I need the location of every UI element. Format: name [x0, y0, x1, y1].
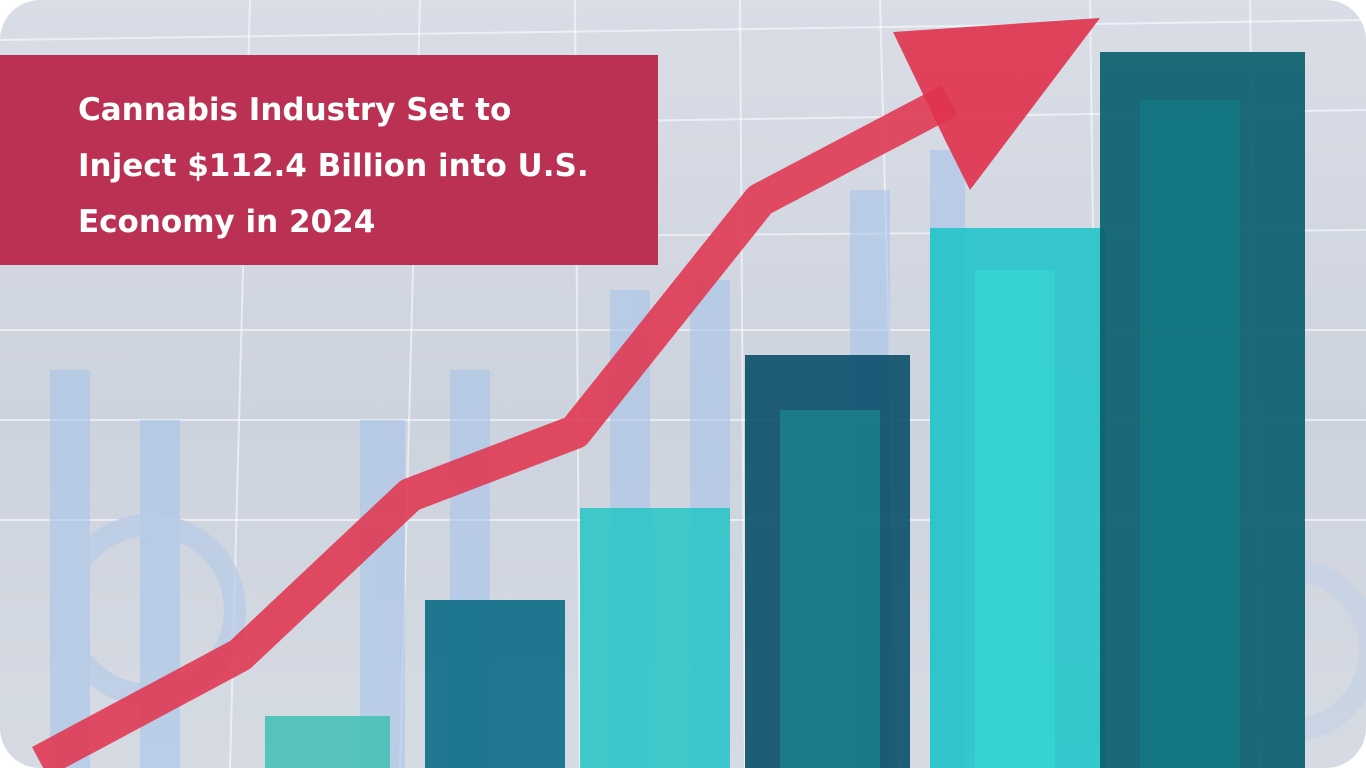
decorative-bars — [265, 52, 1305, 768]
title-line: Economy in 2024 — [78, 204, 376, 240]
title-banner: Cannabis Industry Set to Inject $112.4 B… — [0, 55, 658, 265]
growth-arrow — [31, 18, 1100, 768]
title-line: Cannabis Industry Set to — [78, 92, 512, 128]
title-line: Inject $112.4 Billion into U.S. — [78, 148, 589, 184]
